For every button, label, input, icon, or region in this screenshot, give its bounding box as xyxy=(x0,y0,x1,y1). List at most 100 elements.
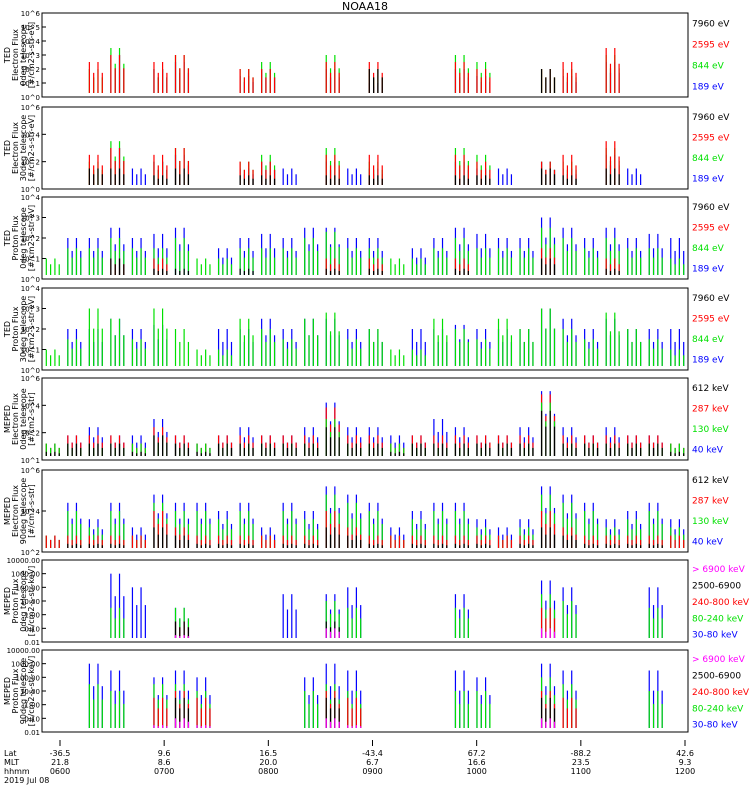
legend-entry: 844 eV xyxy=(692,335,725,345)
legend-entry: 287 keV xyxy=(692,497,729,507)
legend-entry: 189 eV xyxy=(692,265,725,275)
legend-entry: 30-80 keV xyxy=(692,721,738,731)
y-tick-label: 10^6 xyxy=(21,467,41,475)
legend-entry: 7960 eV xyxy=(692,113,730,123)
y-axis-label: TED xyxy=(3,47,12,64)
y-tick-label: 10^6 xyxy=(21,10,41,18)
y-tick-label: 10^0 xyxy=(21,94,40,102)
mlt-value: 6.7 xyxy=(366,758,379,767)
mlt-value: 21.8 xyxy=(51,758,69,767)
y-axis-label: 30deg telescope xyxy=(19,296,28,363)
hhmm-value: 0600 xyxy=(50,767,70,776)
hhmm-value: 1000 xyxy=(466,767,486,776)
legend-entry: 2595 eV xyxy=(692,315,730,325)
legend-entry: 189 eV xyxy=(692,356,725,366)
lat-value: 42.6 xyxy=(676,749,694,758)
panel-frame xyxy=(41,12,689,98)
y-tick-label: 10^4 xyxy=(21,38,41,46)
y-axis-label: Electron Flux xyxy=(11,485,20,537)
panel-frame xyxy=(41,287,689,371)
legend-entry: 189 eV xyxy=(692,175,725,185)
legend-entry: 844 eV xyxy=(692,244,725,254)
y-tick-label: 10^2 xyxy=(21,430,40,438)
y-tick-label: 10^2 xyxy=(21,326,40,334)
panel-frame xyxy=(41,377,689,461)
mlt-value: 20.0 xyxy=(259,758,277,767)
y-tick-label: 100.00 xyxy=(16,674,41,682)
y-axis-label: TED xyxy=(3,140,12,157)
legend-entry: 2595 eV xyxy=(692,224,730,234)
y-tick-label: 10^2 xyxy=(21,235,40,243)
footer-row-label: hhmm xyxy=(4,767,30,776)
y-tick-label: 10000.00 xyxy=(7,647,40,655)
date-label: 2019 Jul 08 xyxy=(4,776,49,785)
lat-value: -43.4 xyxy=(362,749,383,758)
hhmm-value: 1100 xyxy=(571,767,591,776)
y-tick-label: 0.01 xyxy=(24,729,40,737)
y-tick-label: 10^4 xyxy=(21,402,41,410)
legend-entry: 189 eV xyxy=(692,82,725,92)
y-tick-label: 10.00 xyxy=(20,688,40,696)
y-axis-label: 90deg telescope xyxy=(19,658,28,725)
y-tick-label: 10^1 xyxy=(21,457,40,465)
y-axis-label: Proton Flux xyxy=(11,668,20,713)
y-tick-label: 1000.00 xyxy=(11,571,40,579)
y-tick-label: 10^0 xyxy=(21,186,40,194)
legend-entry: 240-800 keV xyxy=(692,688,750,698)
y-axis-label: Electron Flux xyxy=(11,29,20,81)
legend-entry: 7960 eV xyxy=(692,19,730,29)
legend-entry: 40 keV xyxy=(692,446,724,456)
hhmm-value: 1200 xyxy=(675,767,695,776)
mlt-value: 8.6 xyxy=(158,758,171,767)
panel-frame xyxy=(41,106,689,190)
y-tick-label: 1.00 xyxy=(24,612,40,620)
legend-entry: 2595 eV xyxy=(692,40,730,50)
mlt-value: 16.6 xyxy=(468,758,486,767)
y-axis-label: 0deg telescope xyxy=(19,207,28,268)
y-axis-label: [#/cm2-s-str-eV] xyxy=(27,296,36,362)
legend-entry: 130 keV xyxy=(692,517,729,527)
legend-entry: > 6900 keV xyxy=(692,655,746,665)
y-tick-label: 10^3 xyxy=(21,306,40,314)
lat-value: -36.5 xyxy=(50,749,71,758)
legend-entry: 80-240 keV xyxy=(692,704,744,714)
lat-value: -88.2 xyxy=(570,749,591,758)
y-axis-label: MEPED xyxy=(3,405,12,433)
legend-entry: 612 keV xyxy=(692,384,729,394)
legend-entry: 844 eV xyxy=(692,154,725,164)
y-axis-label: MEPED xyxy=(3,677,12,705)
y-axis-label: Proton Flux xyxy=(11,215,20,260)
y-tick-label: 10^0 xyxy=(21,276,40,284)
lat-value: 9.6 xyxy=(158,749,171,758)
y-axis-label: Electron Flux xyxy=(11,393,20,445)
legend-entry: 7960 eV xyxy=(692,203,730,213)
panel-frame xyxy=(41,196,689,280)
footer-row-label: Lat xyxy=(4,749,17,758)
y-tick-label: 10^3 xyxy=(21,52,40,60)
y-axis-label: 0deg telescope xyxy=(19,388,28,449)
y-axis-label: 30deg telescope xyxy=(19,115,28,182)
y-tick-label: 10^1 xyxy=(21,347,40,355)
y-axis-label: [#/cm2-s-str] xyxy=(27,392,36,445)
mlt-value: 23.5 xyxy=(572,758,590,767)
y-tick-label: 10^0 xyxy=(21,367,40,375)
legend-entry: 30-80 keV xyxy=(692,631,738,641)
y-tick-label: 0.01 xyxy=(24,639,40,647)
y-axis-label: Electron Flux xyxy=(11,122,20,174)
hhmm-value: 0700 xyxy=(154,767,174,776)
y-axis-label: 0deg telescope xyxy=(19,24,28,85)
y-tick-label: 10000.00 xyxy=(7,557,40,565)
y-axis-label: MEPED xyxy=(3,587,12,615)
mlt-value: 9.3 xyxy=(679,758,692,767)
y-axis-label: [#/cm2-s-str] xyxy=(27,484,36,537)
y-tick-label: 100.00 xyxy=(16,584,41,592)
y-tick-label: 10^5 xyxy=(21,24,40,32)
legend-entry: 2500-6900 xyxy=(692,672,741,682)
y-tick-label: 0.10 xyxy=(24,715,40,723)
y-tick-label: 10^2 xyxy=(21,549,40,557)
footer-row-label: MLT xyxy=(4,758,19,767)
y-axis-label: TED xyxy=(3,230,12,247)
y-tick-label: 10^6 xyxy=(21,104,41,112)
legend-entry: 130 keV xyxy=(692,425,729,435)
